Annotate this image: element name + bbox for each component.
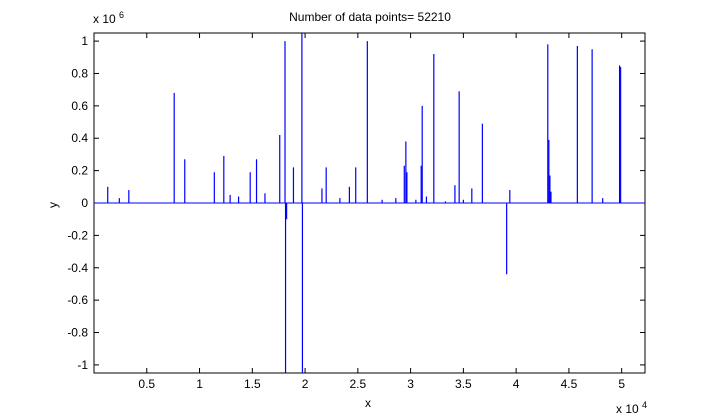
y-multiplier-exponent: 6 (119, 10, 124, 20)
y-tick-label: -0.6 (67, 293, 88, 307)
x-tick-label: 2 (302, 377, 309, 391)
y-tick-label: -0.2 (67, 228, 88, 242)
x-ticks: 0.5 1 1.5 2 2.5 3 3.5 4 4.5 5 (138, 33, 625, 391)
x-tick-label: 3 (407, 377, 414, 391)
x-tick-label: 4.5 (561, 377, 578, 391)
plot-area: 0.5 1 1.5 2 2.5 3 3.5 4 4.5 5 -1 -0.8 -0.6 -0.4 -0.2 0… (67, 32, 646, 391)
x-tick-label: 2.5 (349, 377, 366, 391)
x-tick-label: 3.5 (455, 377, 472, 391)
x-axis-label: x (365, 396, 371, 410)
y-axis-label: y (46, 202, 60, 208)
x-tick-label: 0.5 (138, 377, 155, 391)
x-tick-label: 1 (196, 377, 203, 391)
x-multiplier-label: x 10 4 (616, 400, 647, 416)
y-tick-label: 1 (81, 34, 88, 48)
y-tick-label: -0.8 (67, 326, 88, 340)
y-tick-label: 0.2 (71, 164, 88, 178)
y-ticks: -1 -0.8 -0.6 -0.4 -0.2 0 0.2 0.4 0.6 0.8 1 (67, 34, 645, 372)
x-multiplier-base: x 10 (616, 402, 639, 416)
data-series (94, 33, 645, 373)
y-multiplier-label: x 10 6 (93, 10, 124, 26)
x-tick-label: 5 (618, 377, 625, 391)
chart-title: Number of data points= 52210 (289, 10, 451, 24)
y-tick-label: 0.6 (71, 99, 88, 113)
y-tick-label: 0.8 (71, 66, 88, 80)
y-tick-label: -1 (77, 358, 88, 372)
y-multiplier-base: x 10 (93, 12, 116, 26)
x-tick-label: 4 (513, 377, 520, 391)
y-tick-label: 0 (81, 196, 88, 210)
x-multiplier-exponent: 4 (642, 400, 647, 410)
y-tick-label: -0.4 (67, 261, 88, 275)
x-tick-label: 1.5 (244, 377, 261, 391)
y-tick-label: 0.4 (71, 131, 88, 145)
